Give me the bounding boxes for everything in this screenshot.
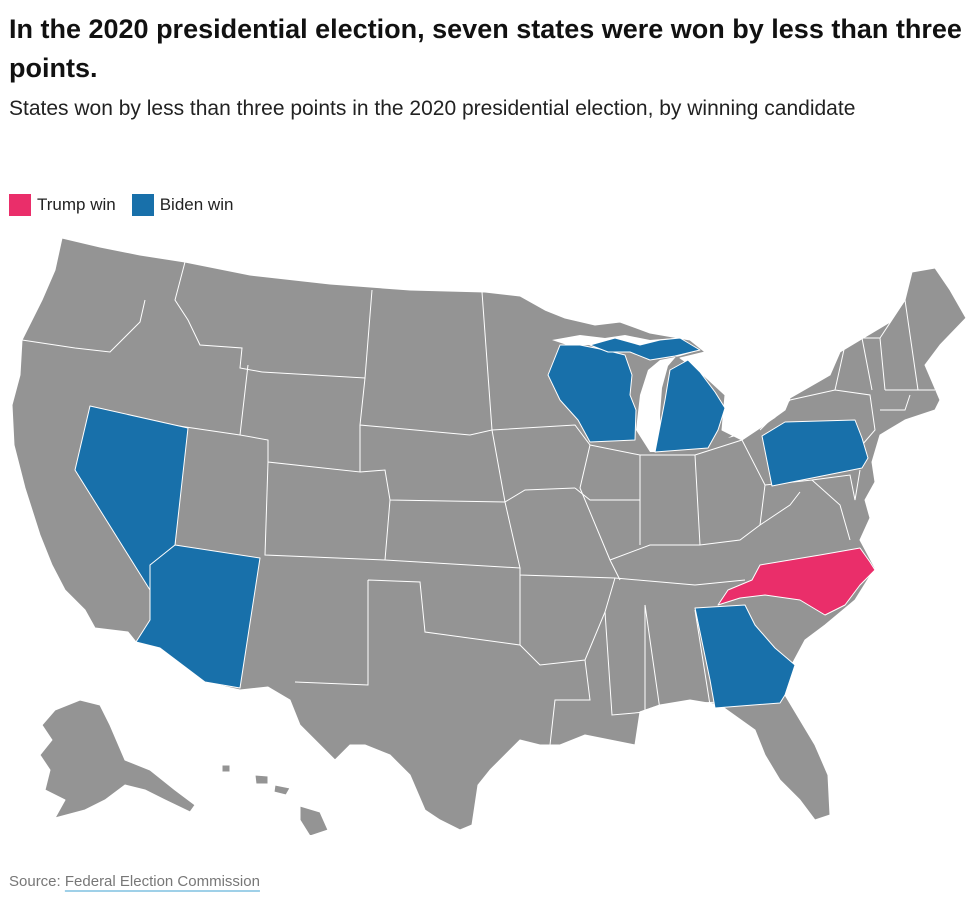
state-alaska: [39, 699, 196, 819]
lake-erie: [728, 400, 790, 438]
legend: Trump win Biden win: [9, 194, 249, 216]
state-hawaii: [221, 764, 329, 835]
source-note: Source: Federal Election Commission: [9, 873, 260, 890]
state-north-carolina: [717, 547, 876, 616]
state-michigan-up: [589, 337, 701, 361]
chart-title: In the 2020 presidential election, seven…: [9, 14, 962, 83]
legend-item-trump: Trump win: [9, 194, 116, 216]
state-michigan: [654, 359, 726, 453]
legend-item-biden: Biden win: [131, 194, 234, 216]
legend-label-biden: Biden win: [159, 195, 234, 214]
source-prefix: Source:: [9, 873, 65, 890]
state-georgia: [694, 604, 796, 709]
legend-swatch-biden: [131, 194, 154, 216]
great-lakes: [552, 335, 700, 452]
state-arizona: [135, 544, 261, 689]
state-borders: [21, 261, 935, 746]
us-map: [11, 237, 967, 835]
state-pennsylvania: [761, 419, 869, 487]
legend-label-trump: Trump win: [37, 195, 116, 214]
legend-swatch-trump: [9, 194, 31, 216]
chart-subtitle: States won by less than three points in …: [9, 97, 856, 120]
source-link[interactable]: Federal Election Commission: [64, 873, 260, 890]
